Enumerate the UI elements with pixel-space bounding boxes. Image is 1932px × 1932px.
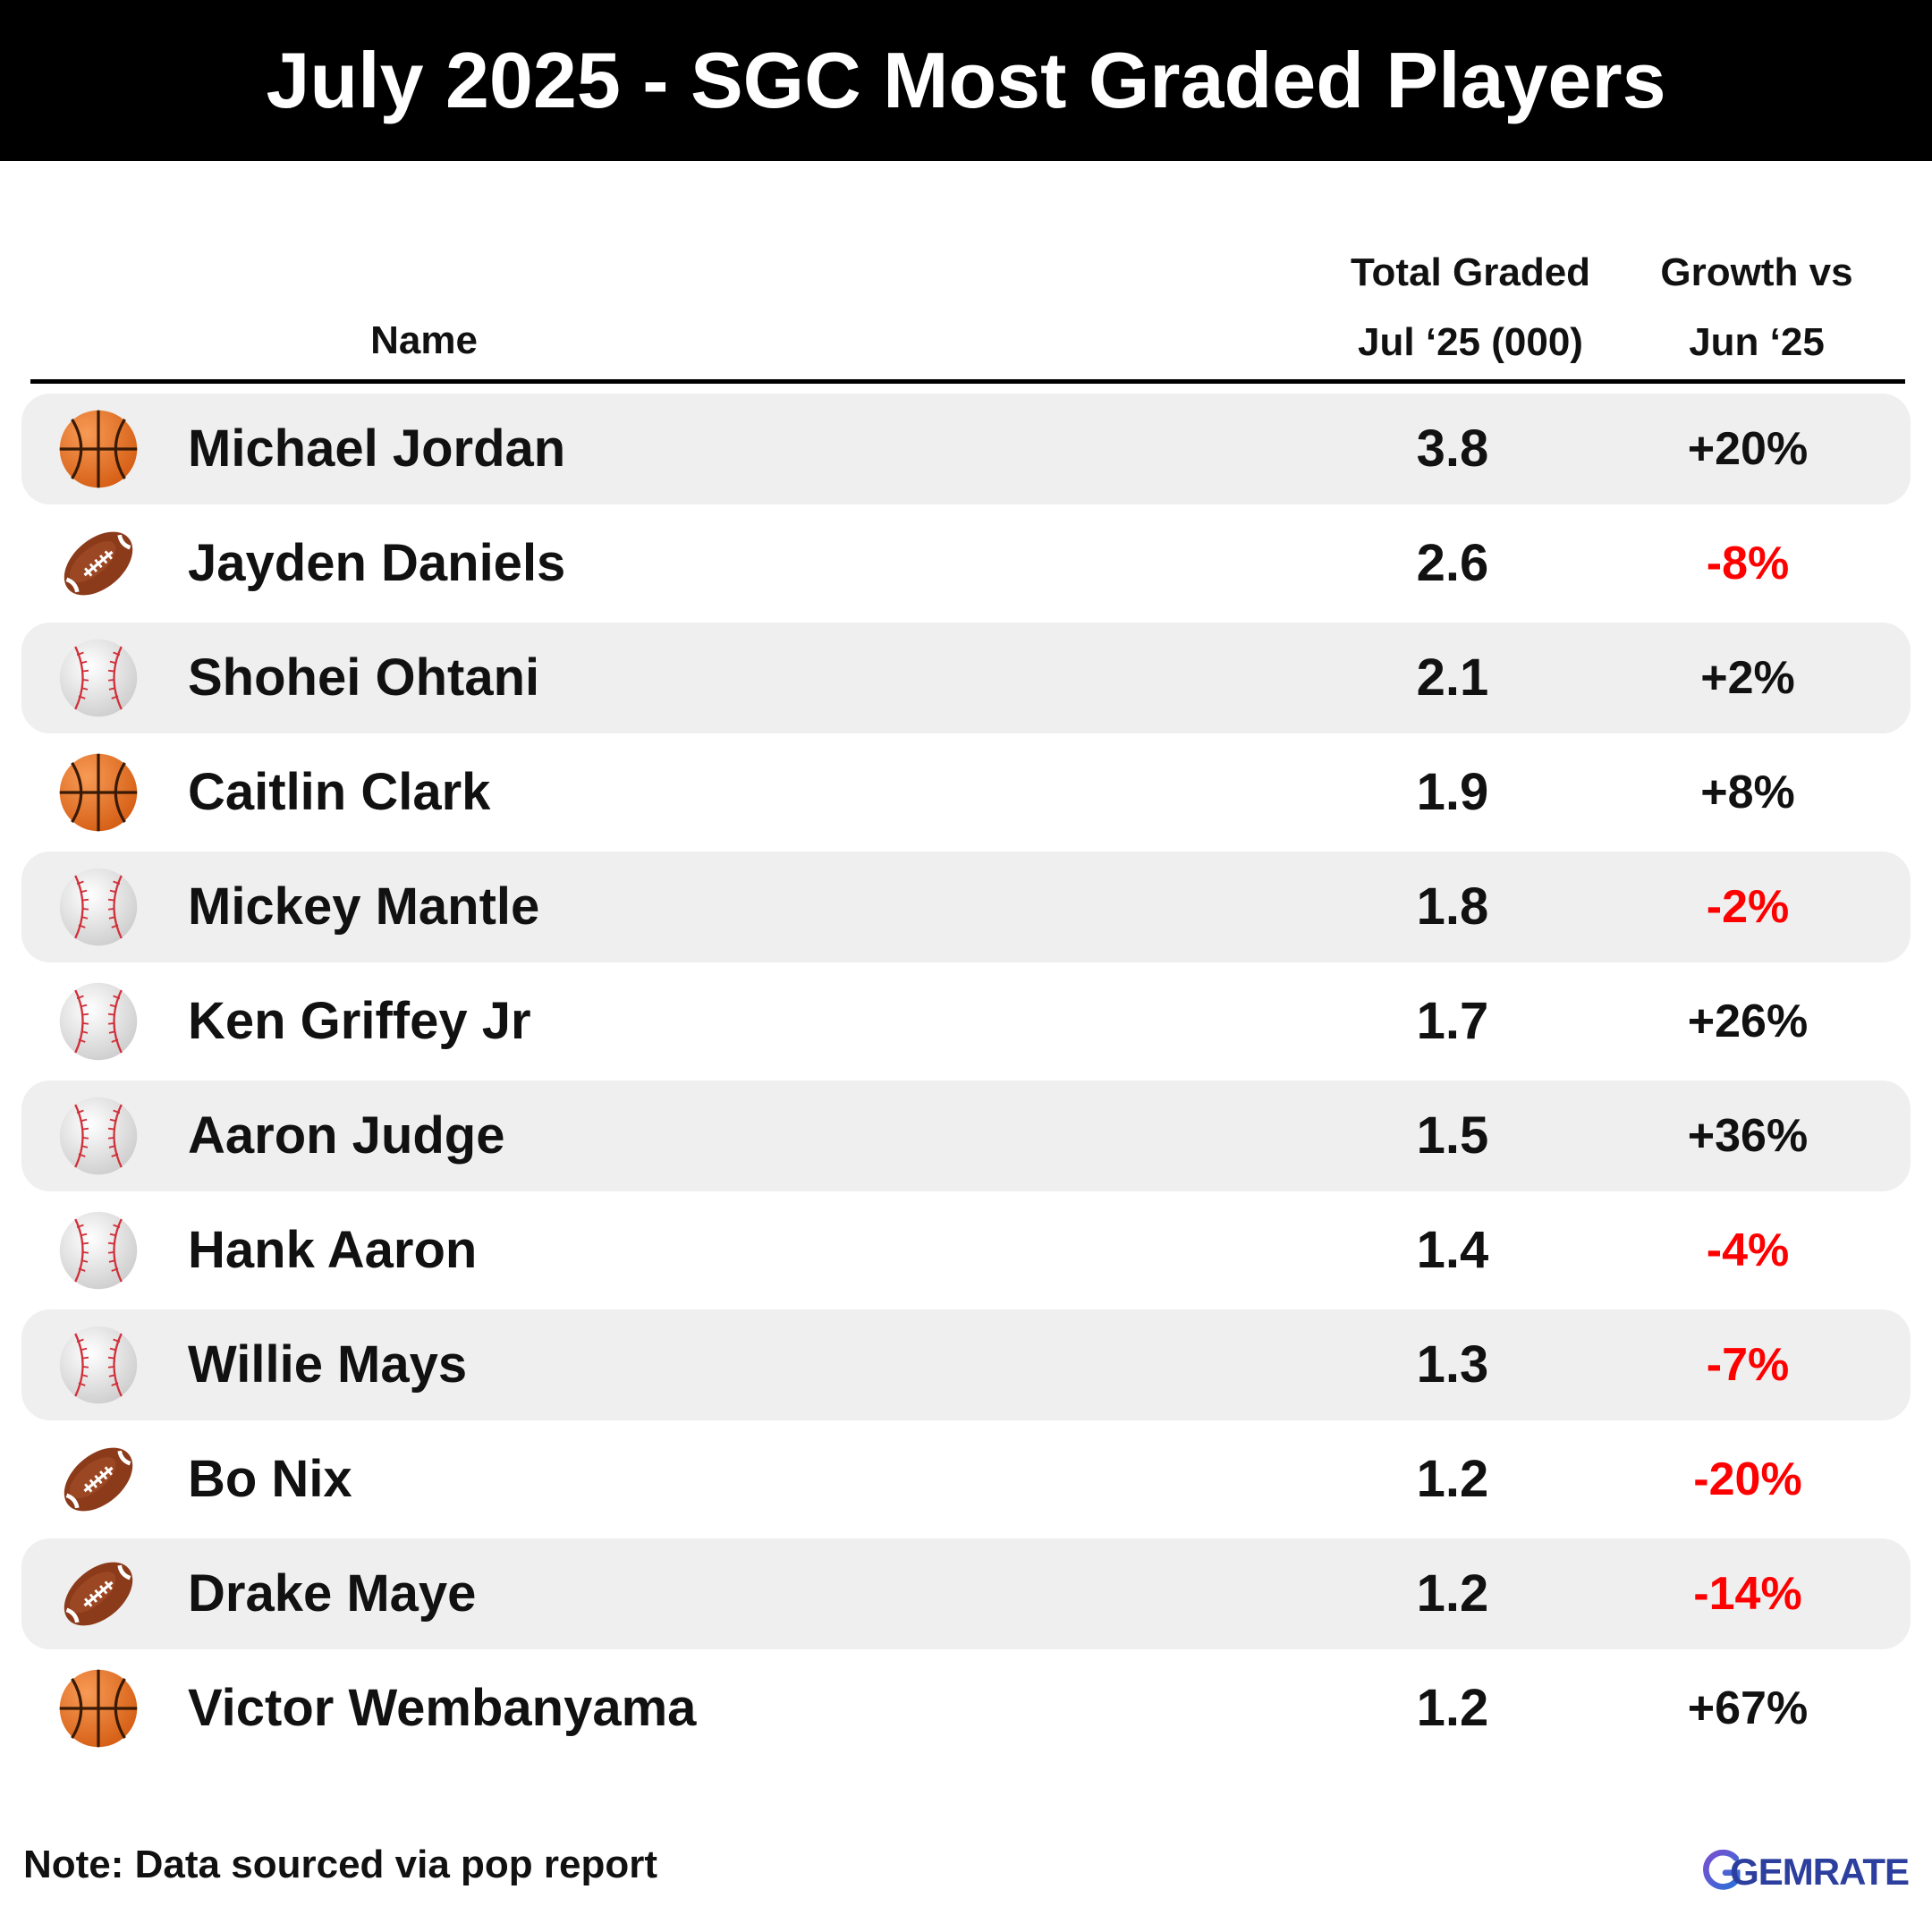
table-row: Aaron Judge 1.5 +36% [21, 1080, 1911, 1191]
player-name: Willie Mays [188, 1335, 468, 1394]
growth-value: +26% [1687, 996, 1809, 1047]
column-header-total: Total Graded Jul ‘25 (000) [1274, 238, 1667, 377]
table-header: Name Total Graded Jul ‘25 (000) Growth v… [30, 238, 1905, 381]
table-row: Caitlin Clark 1.9 +8% [21, 737, 1911, 848]
growth-value: +8% [1700, 767, 1795, 818]
player-name: Victor Wembanyama [188, 1679, 697, 1737]
player-name: Drake Maye [188, 1564, 477, 1623]
baseball-icon [57, 637, 140, 719]
player-name: Aaron Judge [188, 1106, 505, 1165]
footer-note: Note: Data sourced via pop report [23, 1843, 658, 1886]
title-bar: July 2025 - SGC Most Graded Players [0, 0, 1932, 161]
page-title: July 2025 - SGC Most Graded Players [266, 36, 1666, 124]
growth-value: -2% [1706, 881, 1790, 933]
total-graded-value: 2.6 [1416, 534, 1489, 592]
column-header-growth-line2: Jun ‘25 [1689, 320, 1825, 364]
player-name: Bo Nix [188, 1450, 352, 1508]
football-icon [57, 522, 140, 605]
basketball-icon [57, 1667, 140, 1750]
table-row: Hank Aaron 1.4 -4% [21, 1195, 1911, 1306]
gemrate-logo-text: GEMRATE [1730, 1851, 1910, 1893]
player-name: Hank Aaron [188, 1221, 478, 1279]
table-row: Mickey Mantle 1.8 -2% [21, 852, 1911, 962]
total-graded-value: 1.5 [1416, 1106, 1489, 1165]
player-name: Mickey Mantle [188, 877, 540, 936]
growth-value: -8% [1706, 538, 1790, 589]
column-header-name: Name [370, 318, 478, 362]
table-row: Jayden Daniels 2.6 -8% [21, 508, 1911, 619]
header-divider [30, 379, 1905, 384]
growth-value: +20% [1687, 423, 1809, 475]
total-graded-value: 1.3 [1416, 1335, 1489, 1394]
growth-value: +2% [1700, 652, 1795, 704]
baseball-icon [57, 1209, 140, 1292]
total-graded-value: 1.2 [1416, 1679, 1489, 1737]
table-row: Michael Jordan 3.8 +20% [21, 394, 1911, 504]
basketball-icon [57, 408, 140, 490]
player-name: Jayden Daniels [188, 534, 566, 592]
basketball-icon [57, 751, 140, 834]
column-header-total-line1: Total Graded [1350, 250, 1591, 294]
total-graded-value: 1.9 [1416, 763, 1489, 821]
table-row: Drake Maye 1.2 -14% [21, 1538, 1911, 1649]
table-row: Victor Wembanyama 1.2 +67% [21, 1653, 1911, 1764]
table-row: Willie Mays 1.3 -7% [21, 1309, 1911, 1420]
column-header-growth-line1: Growth vs [1660, 250, 1853, 294]
table-body: Michael Jordan 3.8 +20% Jayden Daniels 2.6 -8… [21, 394, 1911, 1767]
football-icon [57, 1553, 140, 1635]
growth-value: -4% [1706, 1224, 1790, 1276]
gemrate-logo-icon [1703, 1849, 1741, 1890]
player-name: Shohei Ohtani [188, 648, 540, 707]
player-name: Ken Griffey Jr [188, 992, 531, 1050]
table-row: Bo Nix 1.2 -20% [21, 1424, 1911, 1535]
growth-value: -7% [1706, 1339, 1790, 1391]
player-name: Caitlin Clark [188, 763, 491, 821]
total-graded-value: 1.2 [1416, 1564, 1489, 1623]
football-icon [57, 1438, 140, 1521]
growth-value: -14% [1693, 1568, 1802, 1620]
table-row: Ken Griffey Jr 1.7 +26% [21, 966, 1911, 1077]
gemrate-logo: GEMRATE [1703, 1841, 1910, 1903]
total-graded-value: 2.1 [1416, 648, 1489, 707]
baseball-icon [57, 1324, 140, 1406]
player-name: Michael Jordan [188, 419, 566, 478]
total-graded-value: 1.8 [1416, 877, 1489, 936]
growth-value: +36% [1687, 1110, 1809, 1162]
column-header-growth: Growth vs Jun ‘25 [1614, 238, 1900, 377]
growth-value: +67% [1687, 1682, 1809, 1734]
baseball-icon [57, 866, 140, 948]
growth-value: -20% [1693, 1453, 1802, 1505]
total-graded-value: 1.7 [1416, 992, 1489, 1050]
column-header-total-line2: Jul ‘25 (000) [1358, 320, 1583, 364]
baseball-icon [57, 980, 140, 1063]
total-graded-value: 1.2 [1416, 1450, 1489, 1508]
total-graded-value: 1.4 [1416, 1221, 1489, 1279]
baseball-icon [57, 1095, 140, 1177]
total-graded-value: 3.8 [1416, 419, 1489, 478]
table-row: Shohei Ohtani 2.1 +2% [21, 623, 1911, 733]
